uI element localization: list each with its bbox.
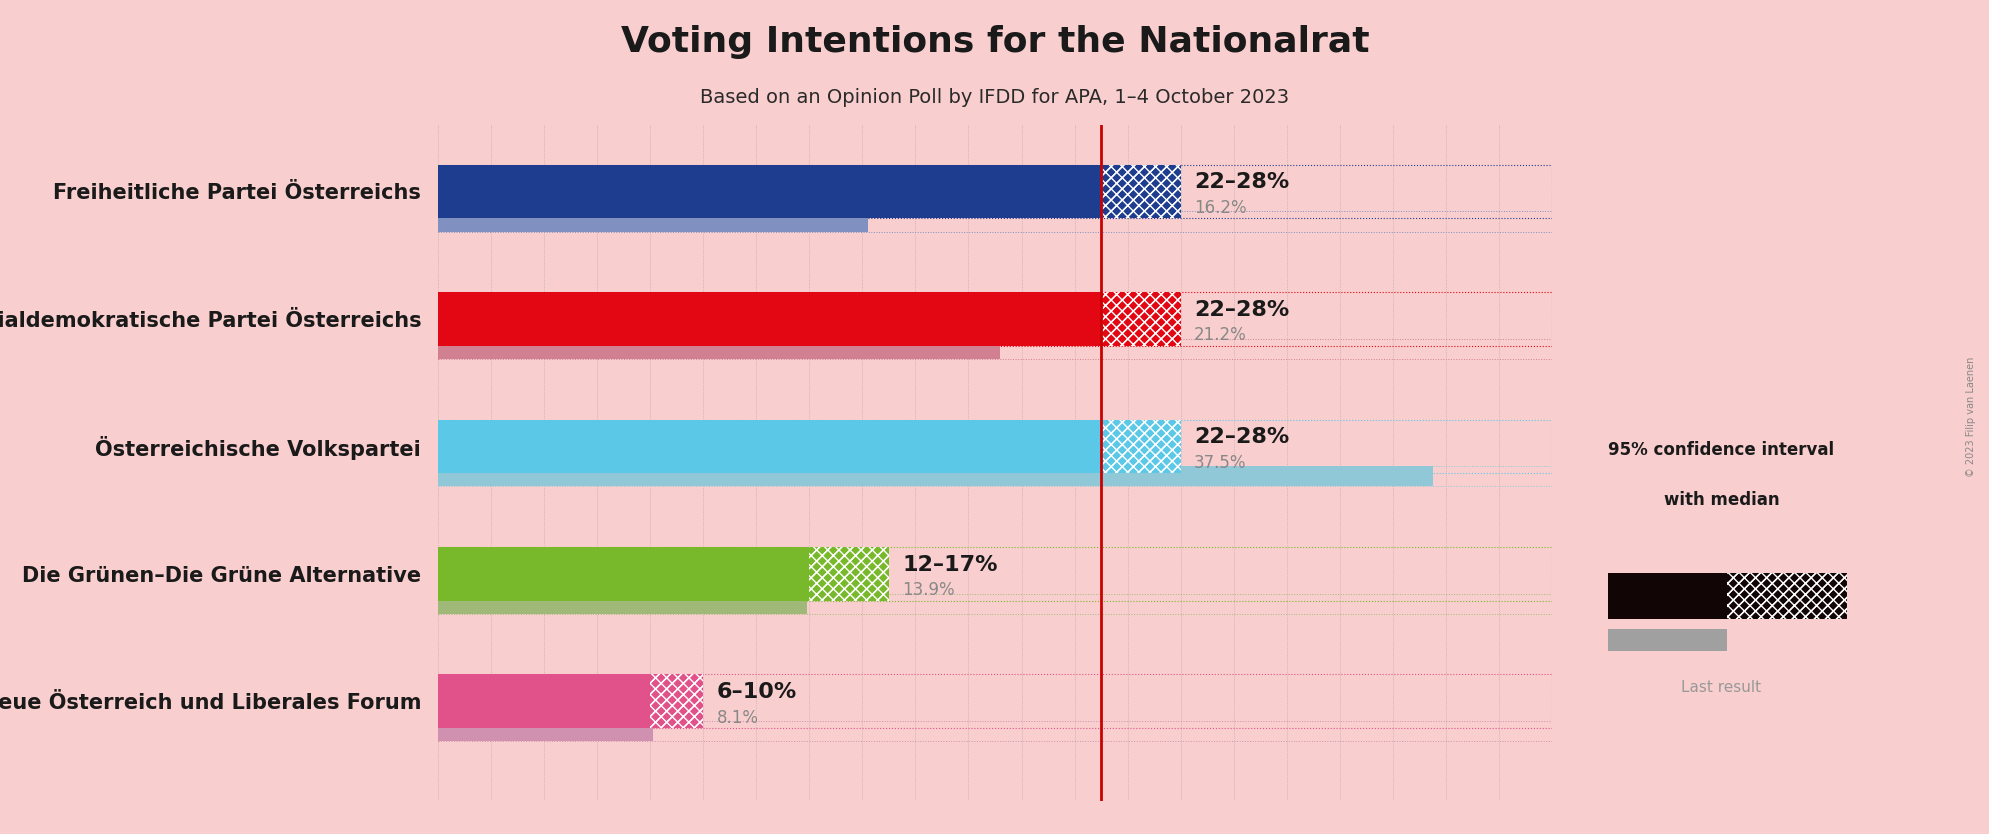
Bar — [1100, 420, 1179, 473]
Bar — [1607, 574, 1726, 619]
Bar — [438, 420, 1551, 473]
Bar — [1100, 420, 1179, 473]
Bar — [438, 292, 1100, 345]
Text: 13.9%: 13.9% — [901, 581, 955, 600]
Text: 8.1%: 8.1% — [716, 709, 758, 726]
Text: Based on an Opinion Poll by IFDD for APA, 1–4 October 2023: Based on an Opinion Poll by IFDD for APA… — [700, 88, 1289, 107]
Bar — [438, 339, 1000, 359]
Bar — [1726, 574, 1846, 619]
Bar — [438, 292, 1551, 345]
Bar — [438, 339, 1551, 359]
Bar — [810, 547, 889, 600]
Bar — [438, 594, 1551, 614]
Bar — [1100, 420, 1179, 473]
Bar — [1100, 292, 1179, 345]
Bar — [650, 675, 702, 728]
Bar — [650, 675, 702, 728]
Bar — [438, 466, 1432, 486]
Bar — [650, 675, 702, 728]
Text: Voting Intentions for the Nationalrat: Voting Intentions for the Nationalrat — [621, 25, 1368, 59]
Bar — [810, 547, 889, 600]
Text: 37.5%: 37.5% — [1193, 454, 1245, 472]
Bar — [1100, 164, 1179, 219]
Bar — [438, 420, 1100, 473]
Bar — [1726, 574, 1846, 619]
Bar — [438, 164, 1100, 219]
Bar — [438, 721, 652, 741]
Text: 16.2%: 16.2% — [1193, 199, 1245, 217]
Text: 12–17%: 12–17% — [901, 555, 996, 575]
Text: with median: with median — [1663, 491, 1778, 510]
Text: 6–10%: 6–10% — [716, 682, 796, 702]
Text: Last result: Last result — [1681, 680, 1760, 695]
Text: 22–28%: 22–28% — [1193, 173, 1289, 193]
Bar — [438, 547, 1551, 600]
Text: 95% confidence interval: 95% confidence interval — [1607, 441, 1834, 460]
Bar — [438, 211, 1551, 232]
Bar — [438, 721, 1551, 741]
Bar — [438, 675, 650, 728]
Bar — [1726, 574, 1846, 619]
Bar — [438, 466, 1551, 486]
Bar — [438, 675, 1551, 728]
Bar — [438, 594, 806, 614]
Bar — [1100, 164, 1179, 219]
Bar — [438, 164, 1551, 219]
Bar — [1100, 164, 1179, 219]
Text: 22–28%: 22–28% — [1193, 300, 1289, 320]
Bar — [438, 547, 810, 600]
Bar — [438, 211, 867, 232]
Bar — [1100, 292, 1179, 345]
Bar — [810, 547, 889, 600]
Text: 22–28%: 22–28% — [1193, 427, 1289, 447]
Text: 21.2%: 21.2% — [1193, 326, 1247, 344]
Bar — [1100, 292, 1179, 345]
Bar — [1607, 629, 1726, 652]
Text: © 2023 Filip van Laenen: © 2023 Filip van Laenen — [1965, 357, 1975, 477]
